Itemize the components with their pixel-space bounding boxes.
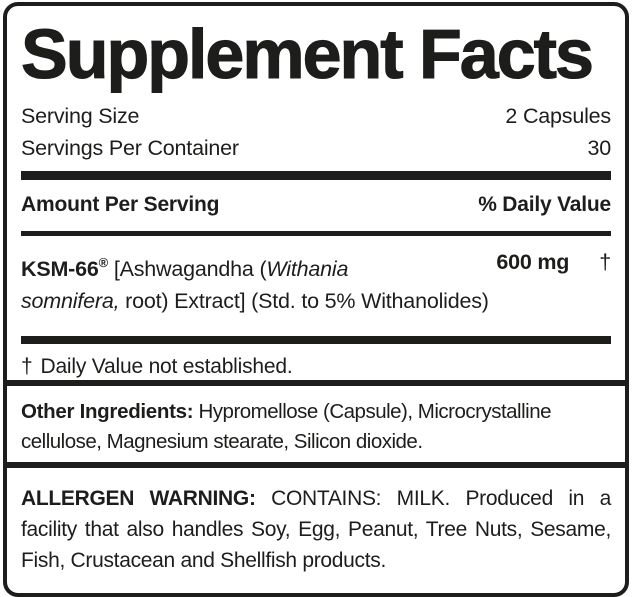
other-ingredients-panel: Other Ingredients: Hypromellose (Capsule… — [3, 382, 629, 466]
servings-per-container-value: 30 — [587, 136, 611, 160]
daily-value-dagger: † — [599, 250, 611, 274]
allergen-warning-text: CONTAINS: MILK. Produced in a facility t… — [21, 487, 611, 572]
other-ingredients-paragraph: Other Ingredients: Hypromellose (Capsule… — [21, 397, 611, 457]
divider-thick-top — [21, 171, 611, 180]
daily-value-header: % Daily Value — [478, 193, 611, 216]
ingredient-latin-name-part2: somnifera, — [21, 288, 120, 313]
other-ingredients-label: Other Ingredients: — [21, 400, 194, 423]
ingredient-name-rest: root) Extract] (Std. to 5% Withanolides) — [119, 288, 489, 313]
ingredient-brand-name: KSM-66 — [21, 257, 99, 281]
divider-thick-bottom — [21, 336, 611, 344]
footnote-row: † Daily Value not established. — [21, 352, 611, 382]
allergen-warning-paragraph: ALLERGEN WARNING: CONTAINS: MILK. Produc… — [21, 483, 611, 576]
servings-per-container-row: Servings Per Container 30 — [21, 132, 611, 164]
serving-size-row: Serving Size 2 Capsules — [21, 100, 611, 132]
ingredient-name-segment: [Ashwagandha ( — [108, 257, 267, 281]
allergen-warning-panel: ALLERGEN WARNING: CONTAINS: MILK. Produc… — [3, 464, 629, 597]
allergen-warning-label: ALLERGEN WARNING: — [21, 487, 256, 510]
registered-trademark-symbol: ® — [98, 255, 109, 270]
other-ingredients-text: Hypromellose (Capsule), Microcrystalline… — [21, 400, 552, 453]
divider-medium — [21, 231, 611, 236]
supplement-label: Supplement Facts Serving Size 2 Capsules… — [3, 2, 629, 597]
ingredient-name: KSM-66® [Ashwagandha (Withania somnifera,… — [21, 247, 611, 317]
ingredient-amount-group: 600 mg † — [496, 247, 611, 279]
footnote-text: Daily Value not established. — [40, 355, 293, 378]
column-header-row: Amount Per Serving % Daily Value — [21, 193, 611, 217]
ingredient-row: KSM-66® [Ashwagandha (Withania somnifera,… — [21, 247, 611, 317]
footnote-dagger: † — [21, 355, 33, 378]
ingredient-latin-name-part1: Withania — [266, 257, 349, 281]
ingredient-amount: 600 mg — [496, 250, 570, 274]
amount-per-serving-header: Amount Per Serving — [21, 193, 220, 216]
serving-size-label: Serving Size — [21, 104, 140, 128]
panel-title: Supplement Facts — [20, 15, 594, 93]
serving-size-value: 2 Capsules — [505, 104, 611, 128]
servings-per-container-label: Servings Per Container — [21, 136, 239, 160]
supplement-facts-panel: Supplement Facts Serving Size 2 Capsules… — [3, 2, 629, 384]
